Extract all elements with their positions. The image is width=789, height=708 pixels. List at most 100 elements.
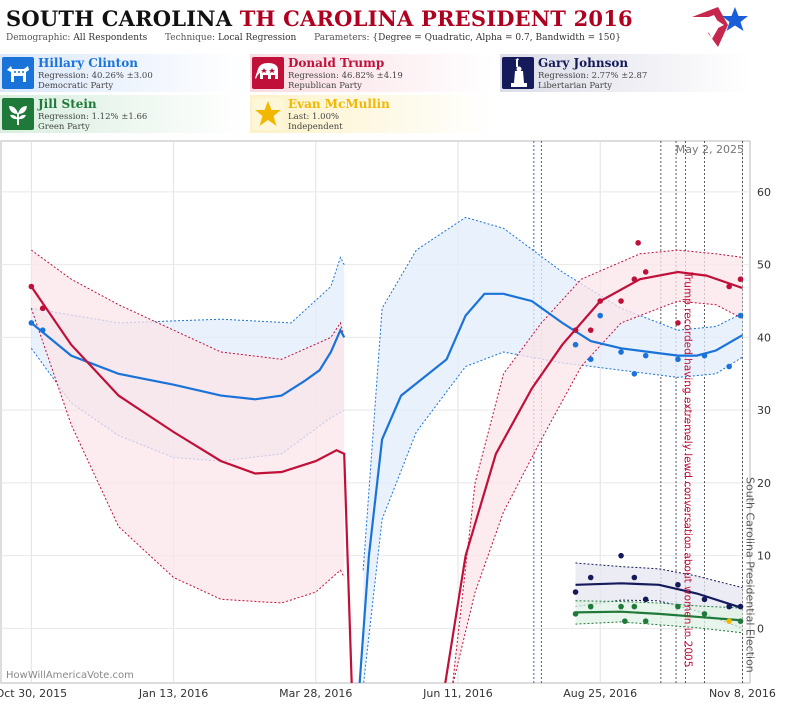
donald-trump-confidence-band <box>452 250 743 683</box>
gary-johnson-poll-point <box>631 574 638 581</box>
demographic-label: Demographic: <box>6 33 71 43</box>
candidate-regression: Regression: 46.82% ±4.19 <box>288 71 403 81</box>
gary-johnson-trend-line <box>575 582 743 610</box>
jill-stein-trend-line <box>575 610 743 622</box>
gary-johnson-poll-point <box>675 581 681 588</box>
donald-trump-poll-point <box>587 327 594 333</box>
leaf-icon <box>2 98 34 130</box>
jill-stein-confidence-band <box>575 600 743 633</box>
hillary-clinton-poll-point <box>572 341 579 348</box>
date-stamp: May 2, 2025 <box>676 143 744 156</box>
header: SOUTH CAROLINA TH CAROLINA PRESIDENT 201… <box>0 0 789 140</box>
y-tick-label: 50 <box>757 259 771 272</box>
jill-stein-upper-bound <box>575 600 743 609</box>
gary-johnson-poll-point <box>701 596 708 603</box>
donald-trump-poll-point <box>642 269 649 275</box>
hillary-clinton-poll-point <box>726 363 732 370</box>
donald-trump-trend-line <box>444 270 743 683</box>
event-annotation: Trump recorded having extremely lewd con… <box>682 271 694 667</box>
hillary-clinton-poll-point <box>587 356 594 363</box>
candidate-name: Jill Stein <box>38 97 97 111</box>
chart-area: 0 10 20 30 40 50 60 Oct 30, 2015 Jan 13, 2016 Mar… <box>0 140 789 704</box>
donald-trump-upper-bound <box>452 249 743 683</box>
star-icon <box>252 98 284 130</box>
donald-trump-upper-bound <box>31 249 345 360</box>
candidate-card-johnson[interactable]: Gary Johnson Regression: 2.77% ±2.87 Lib… <box>500 54 749 92</box>
candidate-name: Hillary Clinton <box>38 56 138 70</box>
page-title: SOUTH CAROLINA TH CAROLINA PRESIDENT 201… <box>6 6 633 31</box>
donald-trump-poll-point <box>618 298 624 304</box>
parameters-label: Parameters: <box>314 33 370 43</box>
hillary-clinton-poll-point <box>737 312 744 319</box>
hillary-clinton-trend-line <box>30 322 346 401</box>
donald-trump-poll-point <box>597 298 603 304</box>
x-tick-label: Oct 30, 2015 <box>0 687 67 700</box>
donald-trump-trend-line <box>30 285 353 683</box>
gary-johnson-poll-point <box>587 574 594 581</box>
donald-trump-poll-point <box>675 320 681 326</box>
hillary-clinton-upper-bound <box>362 216 743 571</box>
technique-value: Local Regression <box>217 33 297 43</box>
statue-of-liberty-icon <box>502 57 534 89</box>
donald-trump-poll-point <box>572 327 579 333</box>
y-tick-label: 40 <box>757 331 771 344</box>
jill-stein-poll-point <box>642 618 649 624</box>
hillary-clinton-poll-point <box>28 320 35 326</box>
donald-trump-confidence-band <box>31 250 345 603</box>
parameters-value: {Degree = Quadratic, Alpha = 0.7, Bandwi… <box>372 33 621 43</box>
election-annotation: South Carolina Presidential Election <box>743 477 756 673</box>
x-tick-label: Aug 25, 2016 <box>563 687 637 700</box>
hillary-clinton-poll-point <box>597 312 603 319</box>
candidate-name: Evan McMullin <box>288 97 390 111</box>
candidate-party: Independent <box>288 122 343 132</box>
jill-stein-poll-point <box>631 603 638 610</box>
donald-trump-lower-bound <box>452 300 743 683</box>
x-tick-label: Jan 13, 2016 <box>138 687 208 700</box>
evan-mcmullin-poll-point <box>726 618 732 624</box>
jill-stein-poll-point <box>572 611 579 617</box>
watermark: HowWillAmericaVote.com <box>6 670 134 681</box>
candidate-name: Donald Trump <box>288 56 385 70</box>
candidate-regression: Last: 1.00% <box>288 112 340 122</box>
candidate-card-stein[interactable]: Jill Stein Regression: 1.12% ±1.66 Green… <box>0 95 244 133</box>
jill-stein-poll-point <box>675 603 681 610</box>
hillary-clinton-trend-line <box>358 292 743 683</box>
x-tick-label: Nov 8, 2016 <box>709 687 776 700</box>
hillary-clinton-poll-point <box>675 356 681 363</box>
elephant-icon <box>252 57 284 89</box>
gary-johnson-poll-point <box>572 589 579 595</box>
demographic-value: All Respondents <box>73 33 148 43</box>
y-tick-label: 60 <box>757 186 771 199</box>
gary-johnson-poll-point <box>726 603 732 610</box>
hillary-clinton-poll-point <box>701 352 708 359</box>
site-logo-icon[interactable] <box>688 3 752 51</box>
donald-trump-poll-point <box>28 283 35 290</box>
technique-label: Technique: <box>165 33 216 43</box>
donald-trump-poll-point <box>631 276 638 283</box>
gary-johnson-poll-point <box>642 596 649 603</box>
parameters-line: Demographic: All Respondents Technique: … <box>6 33 621 43</box>
title-state: SOUTH CAROLINA <box>6 6 233 31</box>
hillary-clinton-poll-point <box>631 371 638 377</box>
candidate-card-clinton[interactable]: Hillary Clinton Regression: 40.26% ±3.00… <box>0 54 244 92</box>
y-tick-label: 0 <box>757 622 764 635</box>
gary-johnson-upper-bound <box>575 562 743 589</box>
donald-trump-poll-point <box>39 305 46 312</box>
y-tick-label: 10 <box>757 550 771 563</box>
candidate-card-trump[interactable]: Donald Trump Regression: 46.82% ±4.19 Re… <box>250 54 494 92</box>
candidate-name: Gary Johnson <box>538 56 629 70</box>
donald-trump-lower-bound <box>30 308 345 604</box>
jill-stein-poll-point <box>737 618 744 624</box>
y-tick-label: 30 <box>757 404 771 417</box>
donald-trump-poll-point <box>726 283 732 290</box>
jill-stein-poll-point <box>618 603 624 610</box>
donald-trump-poll-point <box>635 240 641 246</box>
candidate-card-mcmullin[interactable]: Evan McMullin Last: 1.00% Independent <box>250 95 494 133</box>
jill-stein-lower-bound <box>575 621 743 634</box>
x-tick-label: Mar 28, 2016 <box>279 687 352 700</box>
candidate-party: Democratic Party <box>38 81 114 91</box>
jill-stein-poll-point <box>587 603 594 610</box>
poll-chart[interactable]: 0 10 20 30 40 50 60 Oct 30, 2015 Jan 13, 2016 Mar… <box>0 140 789 704</box>
candidate-regression: Regression: 40.26% ±3.00 <box>38 71 153 81</box>
donald-trump-poll-point <box>737 276 744 283</box>
